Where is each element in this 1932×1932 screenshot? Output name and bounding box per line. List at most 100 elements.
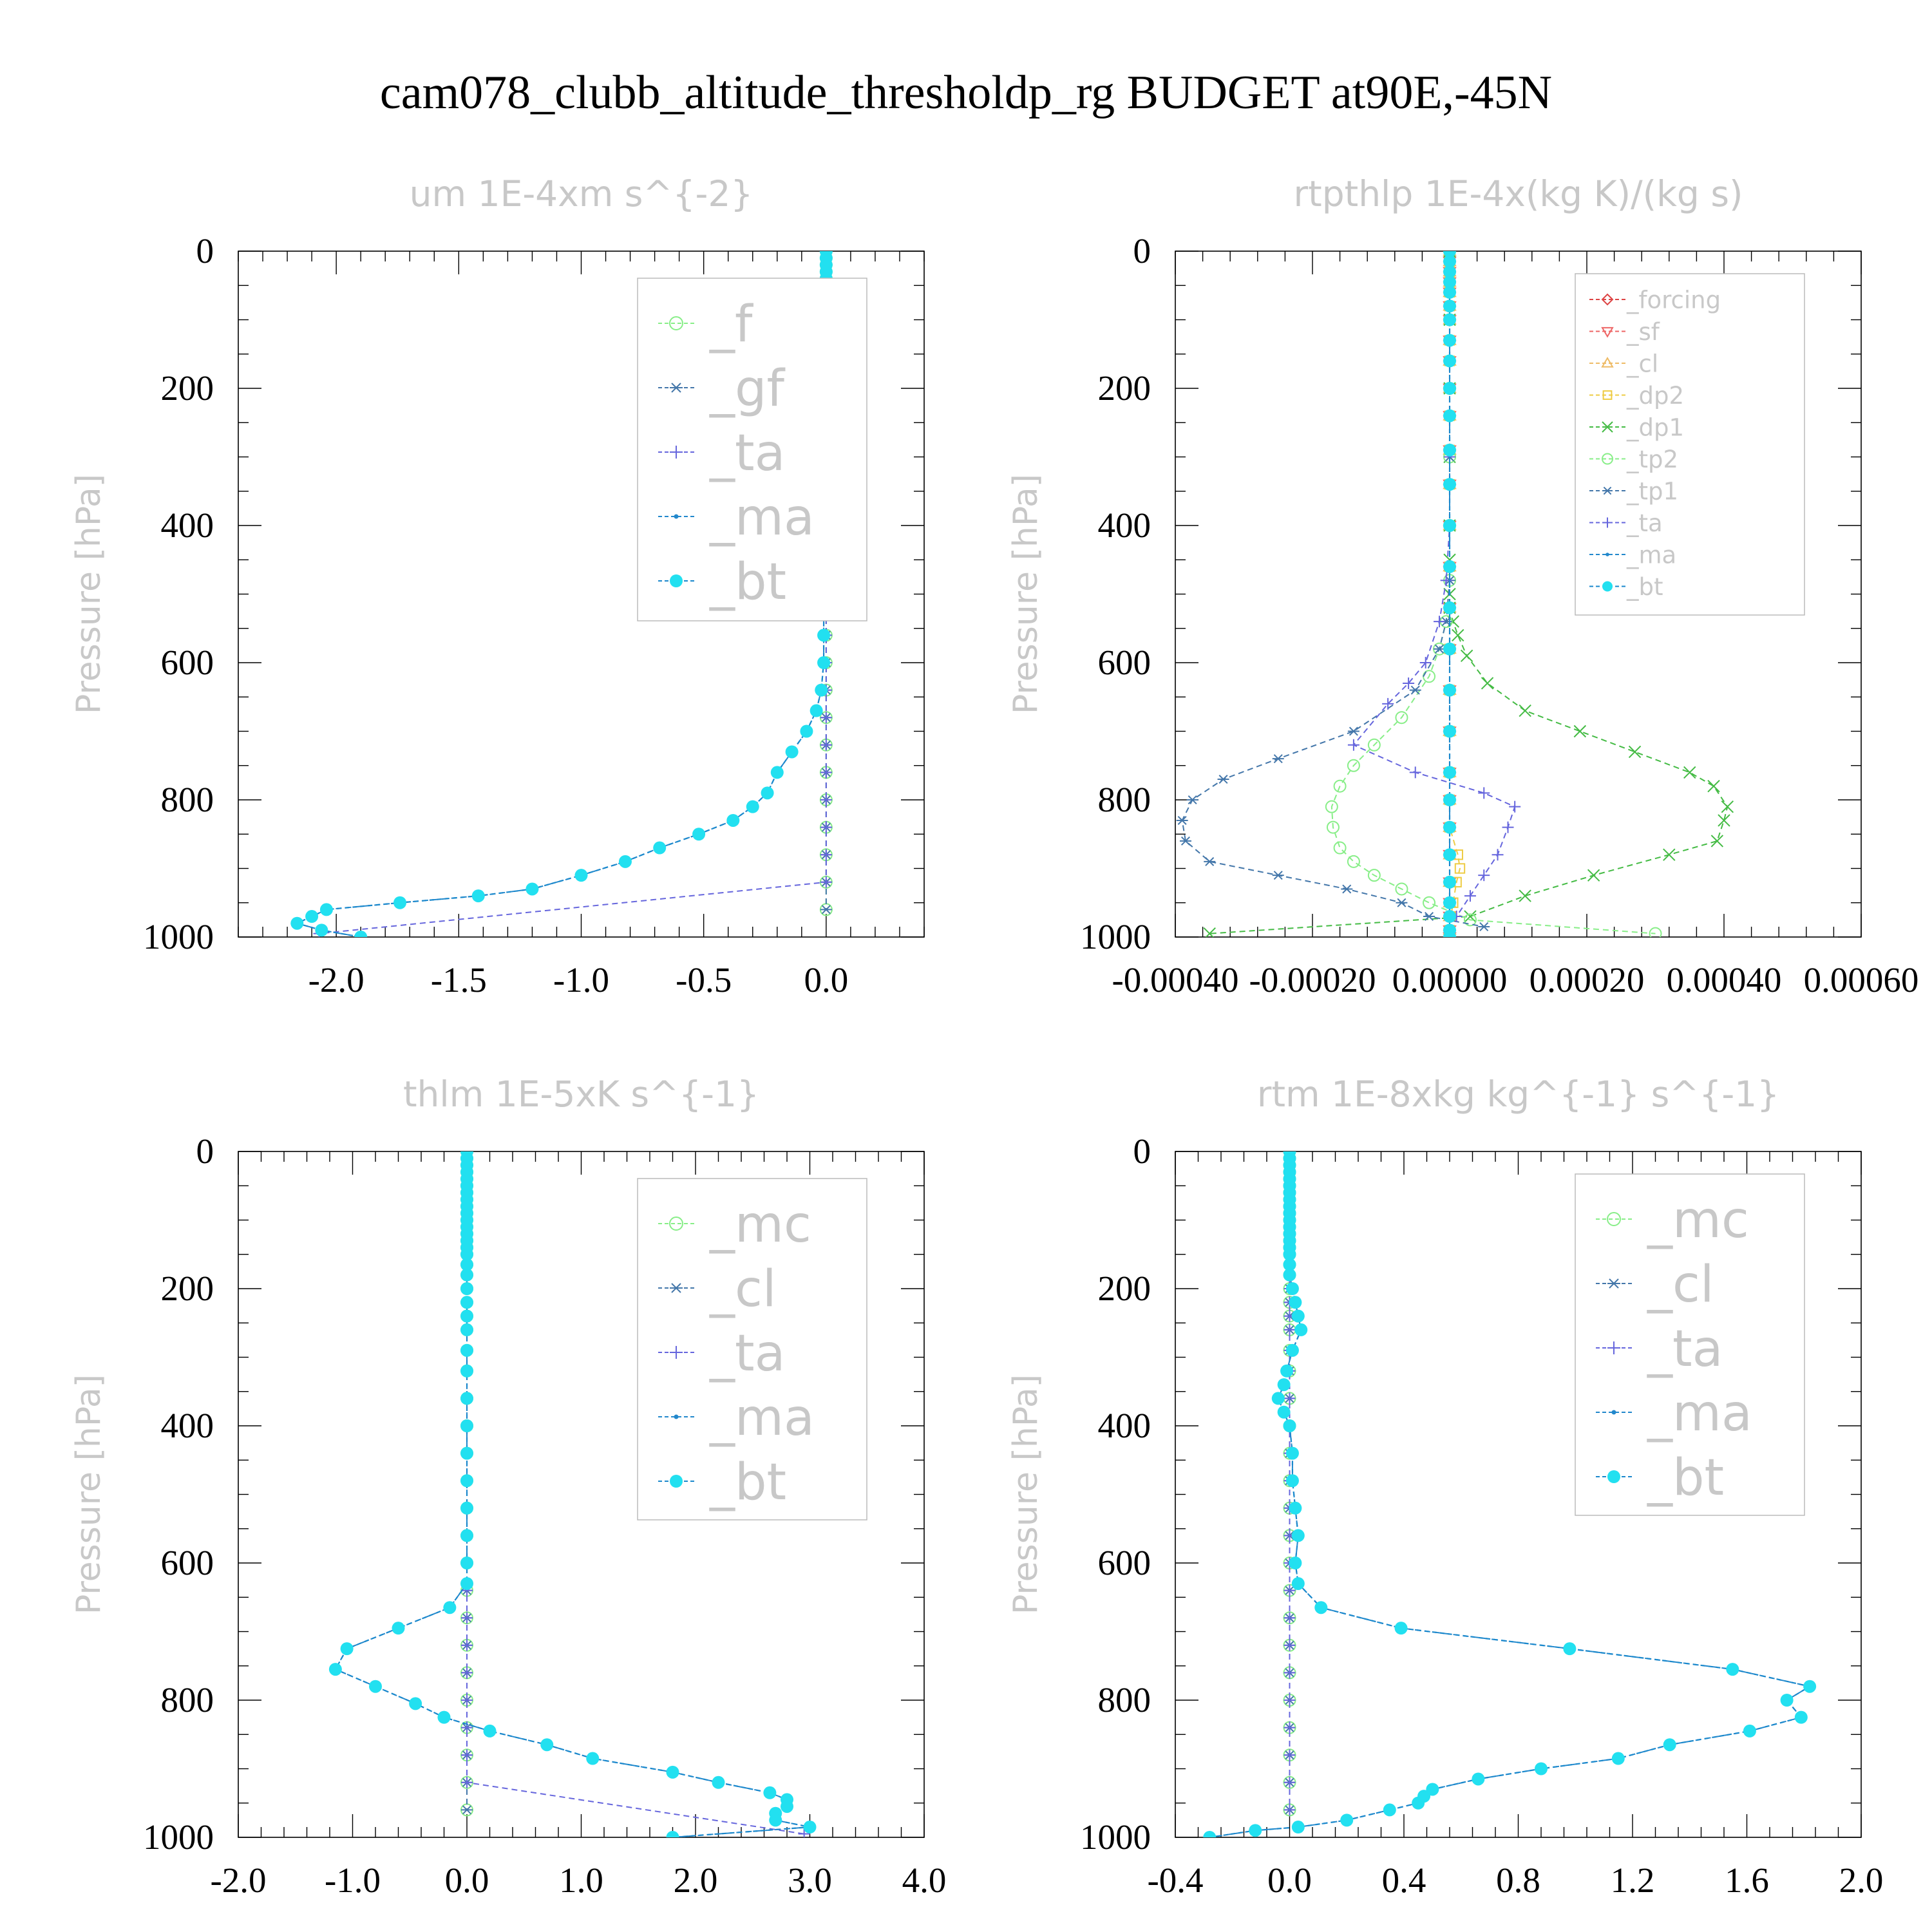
legend-label: _bt bbox=[709, 553, 786, 611]
legend-label: _f bbox=[709, 296, 753, 354]
legend-label: _ta bbox=[1647, 1320, 1723, 1378]
legend: _mc _cl _ta _ma _bt bbox=[637, 1178, 867, 1520]
data-point bbox=[1718, 814, 1730, 827]
data-point bbox=[460, 1343, 473, 1357]
legend-marker bbox=[674, 514, 679, 519]
legend-box bbox=[1575, 273, 1805, 616]
data-point bbox=[409, 1697, 422, 1710]
data-point bbox=[1314, 1601, 1328, 1615]
legend-label: _gf bbox=[709, 360, 786, 418]
data-point bbox=[1347, 855, 1360, 868]
legend-marker bbox=[674, 1414, 679, 1419]
x-tick-label: -1.5 bbox=[431, 960, 487, 999]
x-tick-label: 0.8 bbox=[1496, 1861, 1540, 1900]
legend-label: _mc bbox=[1647, 1191, 1749, 1249]
data-point bbox=[460, 1364, 473, 1378]
data-point bbox=[328, 1663, 342, 1676]
y-tick-label: 600 bbox=[161, 643, 214, 682]
data-point bbox=[1628, 745, 1642, 759]
legend-marker bbox=[1601, 293, 1614, 306]
data-point bbox=[1347, 759, 1360, 772]
data-point bbox=[461, 1805, 473, 1815]
data-point bbox=[1283, 1323, 1296, 1336]
data-point bbox=[1649, 927, 1662, 937]
data-point bbox=[460, 1501, 473, 1515]
data-point bbox=[1443, 382, 1456, 395]
y-tick-label: 1000 bbox=[1080, 1817, 1151, 1857]
data-point bbox=[461, 1612, 473, 1624]
data-point bbox=[1443, 931, 1456, 937]
panels: um 1E-4xm s^{-2} Pressure [hPa] 0 200 400 600… bbox=[70, 173, 1918, 1900]
data-point bbox=[443, 1601, 457, 1615]
data-point bbox=[1272, 754, 1284, 764]
data-point bbox=[820, 876, 832, 888]
y-tick-label: 200 bbox=[161, 368, 214, 408]
legend-label: _bt bbox=[1626, 573, 1663, 601]
data-point bbox=[461, 1667, 473, 1679]
data-point bbox=[1443, 875, 1456, 889]
x-tick-label: -2.0 bbox=[308, 960, 365, 999]
data-point bbox=[817, 629, 831, 642]
data-point bbox=[1443, 766, 1456, 779]
data-point bbox=[810, 704, 823, 717]
data-point bbox=[340, 1642, 354, 1656]
data-point bbox=[574, 869, 588, 882]
data-point bbox=[817, 656, 831, 669]
data-point bbox=[1509, 800, 1521, 813]
y-tick-label: 0 bbox=[1133, 1132, 1151, 1171]
data-point bbox=[393, 896, 407, 909]
data-point bbox=[1403, 677, 1415, 689]
x-tick-label: 0.00020 bbox=[1530, 960, 1645, 999]
data-point bbox=[460, 1577, 473, 1590]
data-point bbox=[1347, 726, 1359, 736]
legend-label: _tp1 bbox=[1626, 477, 1678, 505]
legend-label: _cl bbox=[1647, 1256, 1714, 1314]
data-point bbox=[1285, 1282, 1299, 1295]
data-point bbox=[1443, 896, 1456, 909]
data-point bbox=[1794, 1710, 1808, 1724]
x-tick-label: 0.00040 bbox=[1667, 960, 1782, 999]
data-point bbox=[763, 1786, 777, 1799]
data-point bbox=[1285, 1446, 1299, 1460]
data-point bbox=[1367, 869, 1381, 882]
data-point bbox=[1780, 1694, 1794, 1707]
data-point bbox=[1291, 1529, 1305, 1542]
legend-marker bbox=[1601, 357, 1614, 368]
data-point bbox=[1409, 685, 1421, 695]
data-point bbox=[1340, 1814, 1354, 1827]
data-point bbox=[483, 1724, 497, 1738]
y-tick-label: 400 bbox=[161, 1406, 214, 1445]
data-point bbox=[1443, 683, 1456, 697]
data-point bbox=[820, 821, 832, 833]
y-tick-label: 0 bbox=[196, 1132, 214, 1171]
plot-area bbox=[1176, 251, 1734, 937]
data-point bbox=[1341, 884, 1353, 894]
y-tick-label: 1000 bbox=[143, 917, 214, 956]
data-point bbox=[712, 1776, 725, 1789]
data-point bbox=[1443, 409, 1456, 422]
data-point bbox=[1395, 882, 1408, 896]
legend-marker bbox=[1602, 390, 1613, 400]
data-point bbox=[1502, 821, 1514, 833]
x-tick-label: 1.2 bbox=[1611, 1861, 1655, 1900]
data-point bbox=[1443, 642, 1456, 656]
y-tick-label: 400 bbox=[161, 506, 214, 545]
data-point bbox=[305, 910, 319, 923]
y-tick-label: 200 bbox=[1098, 368, 1151, 408]
data-point bbox=[1186, 795, 1198, 805]
legend-label: _sf bbox=[1626, 318, 1660, 346]
data-point bbox=[1478, 869, 1490, 882]
legend-marker bbox=[670, 1346, 683, 1359]
legend-marker bbox=[1607, 1470, 1620, 1483]
panel-title: rtm 1E-8xkg kg^{-1} s^{-1} bbox=[1257, 1074, 1779, 1115]
data-point bbox=[1478, 787, 1490, 799]
plot-area bbox=[328, 1151, 817, 1837]
series-bt bbox=[1443, 251, 1456, 937]
x-tick-label: -0.4 bbox=[1147, 1861, 1203, 1900]
y-axis-label: Pressure [hPa] bbox=[1007, 1374, 1045, 1615]
x-tick-label: 4.0 bbox=[902, 1861, 947, 1900]
data-point bbox=[526, 882, 539, 896]
data-point bbox=[1396, 898, 1408, 907]
legend-label: _ma bbox=[1647, 1385, 1752, 1443]
data-point bbox=[1277, 1405, 1291, 1419]
